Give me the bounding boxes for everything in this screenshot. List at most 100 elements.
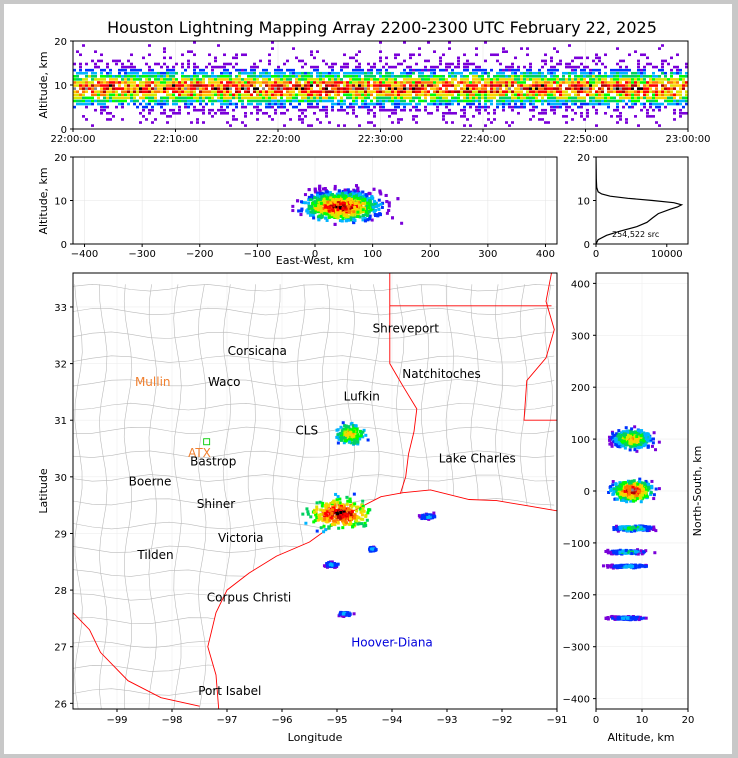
ew-source-cell	[345, 202, 349, 206]
plan-view-source-cell	[309, 515, 313, 519]
time-height-source-cell	[112, 90, 115, 94]
plan-view-source-cell	[330, 511, 334, 515]
time-height-source-cell	[109, 93, 112, 97]
time-height-source-cell	[529, 90, 532, 94]
plan-view-source-cell	[338, 501, 342, 505]
time-height-source-cell	[340, 90, 343, 94]
plan-view-source-cell	[333, 511, 337, 515]
time-height-source-cell	[313, 65, 316, 69]
time-height-source-cell	[268, 59, 271, 63]
time-height-source-cell	[268, 62, 271, 66]
time-height-source-cell	[385, 84, 388, 87]
time-height-source-cell	[157, 87, 160, 90]
time-height-source-cell	[385, 75, 388, 78]
time-height-source-cell	[484, 102, 487, 106]
time-height-source-cell	[433, 102, 436, 106]
time-height-source-cell	[292, 47, 295, 50]
time-height-source-cell	[157, 90, 160, 94]
time-height-source-cell	[553, 90, 556, 94]
time-height-source-cell	[511, 65, 514, 69]
time-height-source-cell	[343, 62, 346, 66]
time-height-source-cell	[325, 87, 328, 90]
ew-source-cell	[303, 193, 307, 197]
time-height-source-cell	[559, 87, 562, 90]
plan-view-source-cell	[355, 519, 359, 523]
time-height-source-cell	[202, 84, 205, 87]
time-height-source-cell	[364, 84, 367, 87]
time-height-source-cell	[223, 75, 226, 78]
time-height-source-cell	[277, 84, 280, 87]
time-height-source-cell	[106, 99, 109, 103]
time-height-source-cell	[346, 90, 349, 94]
time-height-source-cell	[244, 111, 247, 115]
time-height-source-cell	[337, 124, 340, 127]
time-height-source-cell	[445, 68, 448, 72]
time-height-source-cell	[664, 93, 667, 97]
time-height-source-cell	[433, 99, 436, 103]
time-height-source-cell	[217, 75, 220, 78]
time-height-source-cell	[169, 84, 172, 87]
time-height-source-cell	[253, 99, 256, 103]
time-height-source-cell	[592, 81, 595, 84]
plan-view-source-cell	[335, 428, 339, 432]
time-height-source-cell	[490, 53, 493, 57]
time-height-source-cell	[172, 87, 175, 90]
time-height-source-cell	[541, 108, 544, 112]
time-height-source-cell	[409, 71, 412, 75]
time-height-source-cell	[319, 75, 322, 78]
time-height-source-cell	[604, 111, 607, 115]
time-height-source-cell	[403, 90, 406, 94]
time-height-source-cell	[538, 75, 541, 78]
time-height-source-cell	[397, 96, 400, 100]
time-height-source-cell	[493, 81, 496, 84]
time-height-source-cell	[397, 102, 400, 106]
time-height-source-cell	[607, 84, 610, 87]
time-height-source-cell	[409, 53, 412, 57]
time-height-source-cell	[322, 71, 325, 75]
time-height-source-cell	[373, 65, 376, 69]
time-height-source-cell	[601, 99, 604, 103]
ew-source-cell	[325, 212, 329, 216]
time-height-source-cell	[304, 78, 307, 81]
time-height-source-cell	[682, 99, 685, 103]
time-height-source-cell	[628, 75, 631, 78]
time-height-source-cell	[220, 111, 223, 115]
plan-view-source-cell	[328, 518, 332, 522]
time-height-source-cell	[265, 105, 268, 109]
time-height-source-cell	[193, 81, 196, 84]
time-height-source-cell	[343, 102, 346, 106]
time-height-source-cell	[391, 81, 394, 84]
time-height-source-cell	[208, 81, 211, 84]
time-height-source-cell	[304, 81, 307, 84]
time-height-source-cell	[91, 68, 94, 72]
time-height-source-cell	[343, 84, 346, 87]
ew-source-cell	[366, 218, 370, 222]
plan-view-source-cell	[367, 508, 371, 512]
time-height-source-cell	[379, 68, 382, 72]
time-height-source-cell	[469, 102, 472, 106]
time-height-source-cell	[136, 90, 139, 94]
time-height-source-cell	[625, 78, 628, 81]
time-height-source-cell	[274, 90, 277, 94]
ew-source-cell	[337, 195, 341, 199]
time-height-source-cell	[622, 78, 625, 81]
time-height-source-cell	[73, 84, 76, 87]
ew-source-cell	[353, 201, 357, 205]
ew-source-cell	[334, 212, 338, 216]
time-height-source-cell	[424, 90, 427, 94]
time-height-source-cell	[619, 90, 622, 94]
time-height-source-cell	[349, 93, 352, 97]
time-height-source-cell	[598, 96, 601, 100]
time-height-source-cell	[367, 62, 370, 66]
time-height-source-cell	[400, 99, 403, 103]
time-height-source-cell	[73, 78, 76, 81]
ew-source-cell	[337, 201, 341, 205]
time-height-source-cell	[637, 68, 640, 72]
time-height-source-cell	[502, 96, 505, 100]
time-height-source-cell	[217, 65, 220, 69]
time-height-source-cell	[358, 93, 361, 97]
time-height-source-cell	[127, 96, 130, 100]
time-height-source-cell	[223, 93, 226, 97]
time-height-source-cell	[652, 65, 655, 69]
time-height-source-cell	[184, 96, 187, 100]
